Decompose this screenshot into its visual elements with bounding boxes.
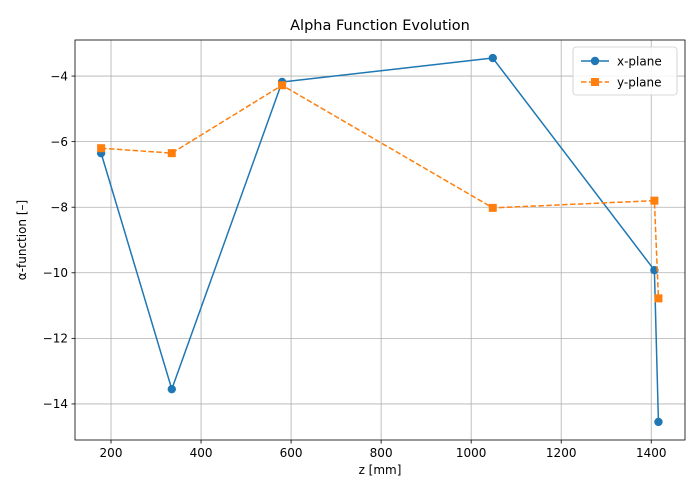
- axis-ticks: 200 400 600 800 1000 1200 1400 −14 −12 −10 −8 −6 −4: [43, 69, 667, 460]
- legend-label: y-plane: [617, 75, 662, 89]
- data-point: [488, 53, 497, 63]
- data-point: [650, 196, 659, 205]
- series-layer: [96, 53, 663, 427]
- legend: x-plane y-plane: [572, 46, 678, 96]
- legend-label: x-plane: [617, 54, 662, 68]
- x-tick-label: 200: [100, 446, 123, 460]
- y-tick-label: −4: [50, 69, 68, 83]
- series-y-plane: [97, 81, 663, 303]
- legend-swatch-marker: [591, 78, 599, 86]
- y-tick-label: −8: [50, 201, 68, 215]
- data-point: [654, 294, 663, 303]
- data-point: [97, 144, 106, 153]
- data-point: [167, 384, 176, 394]
- plot-frame: [74, 39, 686, 441]
- legend-swatch-marker: [590, 56, 600, 66]
- y-tick-label: −10: [43, 266, 68, 280]
- chart-title: Alpha Function Evolution: [290, 18, 470, 34]
- x-tick-label: 1000: [456, 446, 487, 460]
- x-tick-label: 1200: [546, 446, 577, 460]
- data-point: [654, 417, 663, 427]
- x-tick-label: 1400: [636, 446, 667, 460]
- x-axis-label: z [mm]: [359, 463, 402, 477]
- y-tick-label: −14: [43, 397, 68, 411]
- x-tick-label: 400: [190, 446, 213, 460]
- data-point: [488, 203, 497, 212]
- x-tick-label: 600: [280, 446, 303, 460]
- grid: [75, 40, 685, 440]
- y-tick-label: −12: [43, 332, 68, 346]
- y-tick-label: −6: [50, 135, 68, 149]
- y-axis-label: α-function [–]: [15, 200, 29, 280]
- data-point: [167, 149, 176, 158]
- x-tick-label: 800: [370, 446, 393, 460]
- data-point: [278, 81, 287, 90]
- series-line-y-plane: [101, 84, 660, 299]
